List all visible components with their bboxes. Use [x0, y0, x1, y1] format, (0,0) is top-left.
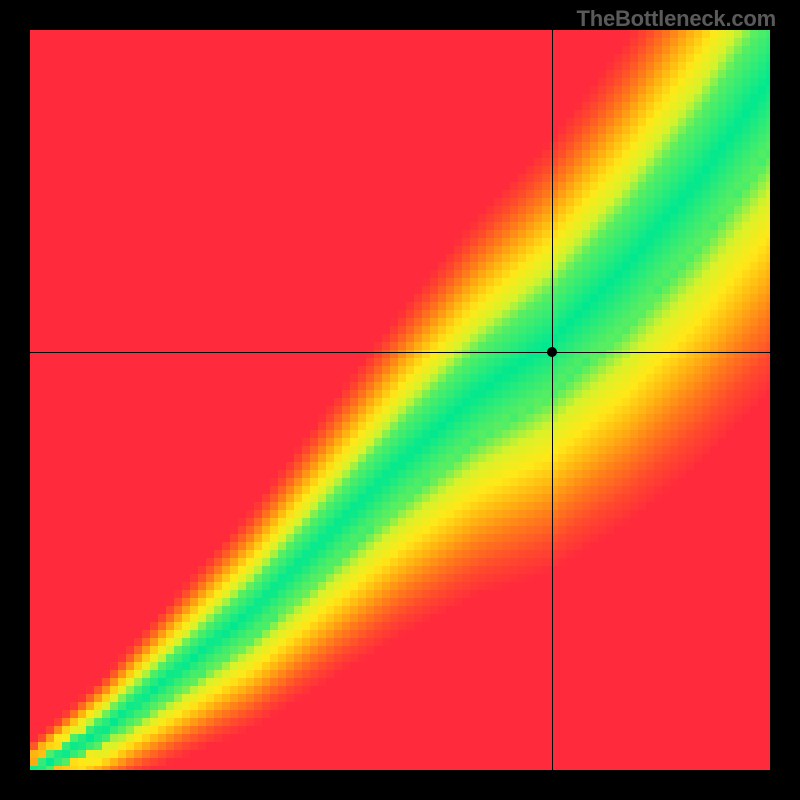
watermark-text: TheBottleneck.com — [576, 6, 776, 32]
crosshair-horizontal — [30, 352, 770, 353]
crosshair-marker — [547, 347, 557, 357]
crosshair-vertical — [552, 30, 553, 770]
heatmap-canvas — [30, 30, 770, 770]
heatmap-plot — [30, 30, 770, 770]
